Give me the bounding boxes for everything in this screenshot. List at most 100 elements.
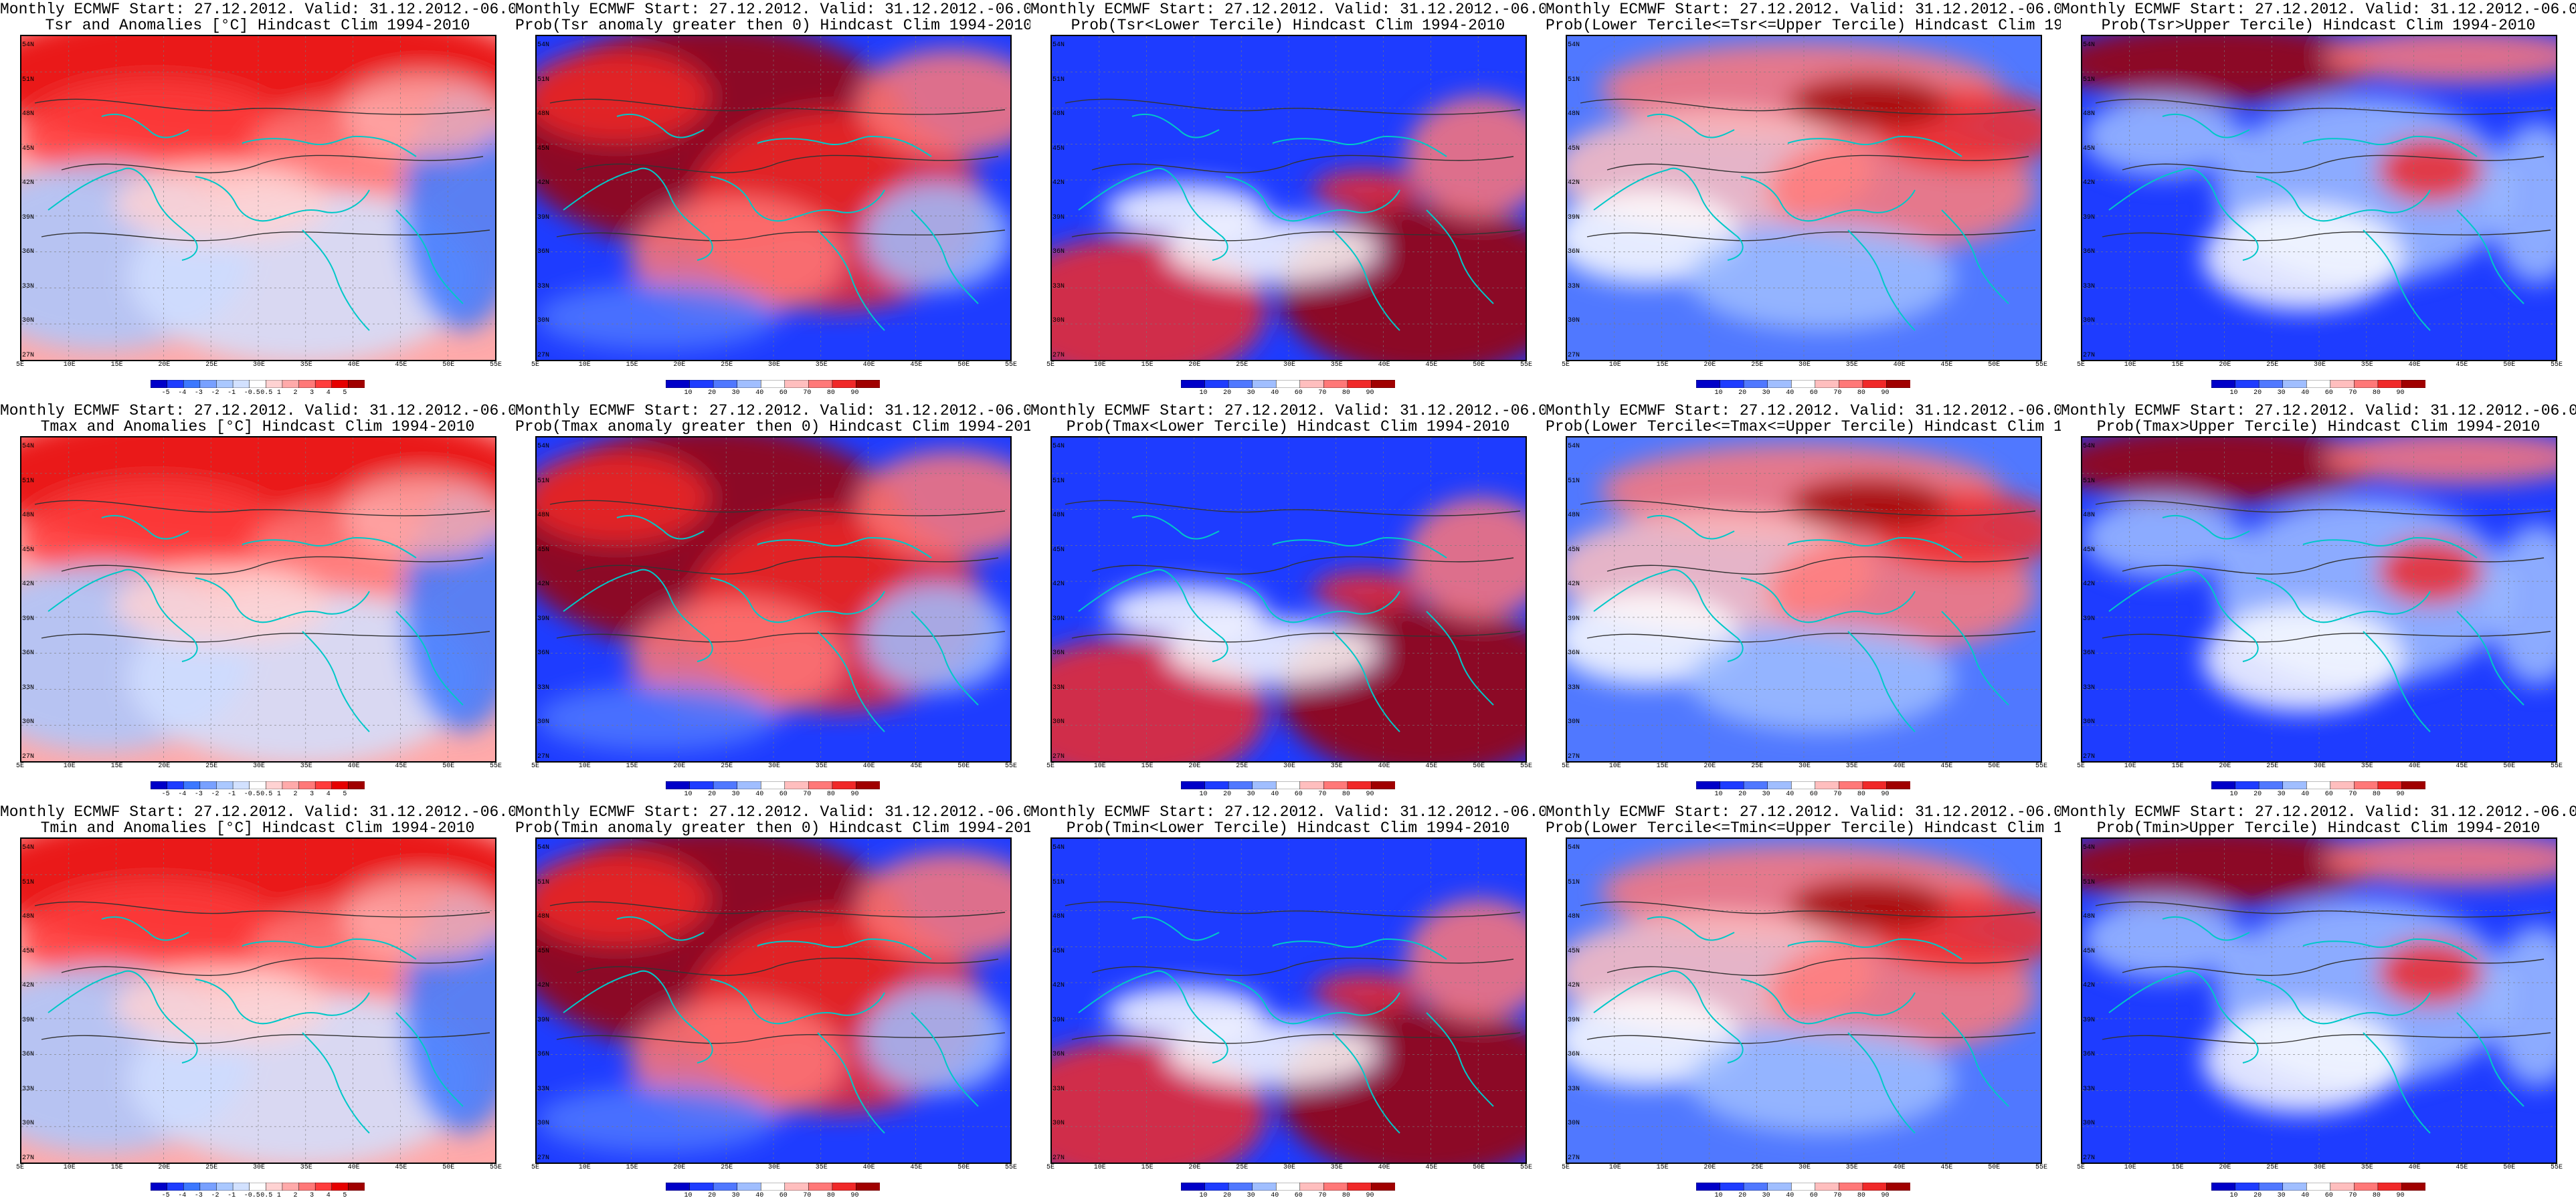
lon-tick-label: 25E xyxy=(205,1164,218,1171)
lat-tick-label: 42N xyxy=(2083,581,2096,589)
colorbar-swatch xyxy=(199,1182,217,1191)
colorbar-label: 30 xyxy=(1247,1192,1255,1199)
colorbar-swatch xyxy=(331,379,349,389)
lat-tick-label: 48N xyxy=(537,913,550,921)
colorbar-label: 20 xyxy=(708,791,717,798)
colorbar-label: 60 xyxy=(1809,389,1818,397)
panel-title-line2: Prob(Tmin>Upper Tercile) Hindcast Clim 1… xyxy=(2096,820,2541,836)
lon-tick-label: 15E xyxy=(110,1164,123,1171)
lon-tick-label: 50E xyxy=(1473,763,1485,770)
colorbar-label: 90 xyxy=(850,389,859,397)
panel-title-line2: Prob(Tmin<Lower Tercile) Hindcast Clim 1… xyxy=(1066,820,1510,836)
coastline xyxy=(1078,916,1494,1134)
lon-tick-label: 25E xyxy=(1236,361,1249,369)
lat-tick-label: 51N xyxy=(1052,76,1065,84)
lat-tick-label: 39N xyxy=(22,1016,35,1024)
colorbar-swatch xyxy=(760,379,786,389)
panel-title-line1: Monthly ECMWF Start: 27.12.2012. Valid: … xyxy=(1030,804,1546,820)
lon-tick-label: 10E xyxy=(2124,763,2136,770)
colorbar-swatch xyxy=(2401,379,2426,389)
colorbar-label: -2 xyxy=(211,1192,219,1199)
colorbar-swatch xyxy=(1790,379,1816,389)
colorbar-label: 30 xyxy=(731,1192,740,1199)
lon-tick-label: 50E xyxy=(957,763,970,770)
colorbar-swatch xyxy=(2354,379,2379,389)
lon-tick-label: 55E xyxy=(2551,1164,2563,1171)
lon-tick-label: 35E xyxy=(2361,361,2373,369)
colorbar-label: 0.5 xyxy=(260,389,273,397)
lat-tick-label: 27N xyxy=(22,1155,35,1162)
colorbar-swatch xyxy=(1180,781,1206,790)
colorbar-label: 90 xyxy=(1881,389,1890,397)
lat-tick-label: 33N xyxy=(22,1085,35,1093)
lat-tick-label: 48N xyxy=(537,110,550,118)
colorbar-label: 90 xyxy=(1366,791,1374,798)
panel-title-line2: Prob(Tsr>Upper Tercile) Hindcast Clim 19… xyxy=(2101,17,2536,33)
lon-tick-label: 25E xyxy=(2266,763,2279,770)
coastline xyxy=(1593,916,2009,1134)
lon-tick-label: 55E xyxy=(1005,1164,1018,1171)
colorbar xyxy=(2211,781,2426,790)
lat-tick-label: 42N xyxy=(1568,982,1580,990)
colorbar-label: 40 xyxy=(1271,1192,1279,1199)
colorbar-label: -0.5 xyxy=(244,791,260,798)
colorbar-label: 40 xyxy=(1786,1192,1795,1199)
colorbar-swatch xyxy=(1204,379,1229,389)
map-field xyxy=(537,839,1010,1163)
colorbar-swatch xyxy=(167,379,184,389)
colorbar-swatch xyxy=(1767,379,1792,389)
map-panel: Monthly ECMWF Start: 27.12.2012. Valid: … xyxy=(2061,401,2576,803)
map-frame: 54N 51N 48N 45N 42N 39N 36N 33N 30N 27N xyxy=(2081,436,2557,763)
map-frame: 54N 51N 48N 45N 42N 39N 36N 33N 30N 27N xyxy=(535,837,1012,1164)
coastline xyxy=(48,916,464,1134)
lon-tick-label: 50E xyxy=(2503,361,2516,369)
colorbar-label: 70 xyxy=(2349,791,2357,798)
colorbar-swatch xyxy=(1204,781,1229,790)
lon-tick-label: 55E xyxy=(1520,361,1533,369)
colorbar-swatch xyxy=(199,379,217,389)
lon-tick-label: 5E xyxy=(16,763,25,770)
lon-tick-label: 5E xyxy=(1562,763,1570,770)
colorbar-label: -2 xyxy=(211,791,219,798)
colorbar-label: 4 xyxy=(326,791,331,798)
lon-tick-label: 30E xyxy=(768,361,781,369)
lon-tick-label: 40E xyxy=(1378,763,1390,770)
lon-tick-label: 20E xyxy=(673,361,686,369)
lat-tick-label: 33N xyxy=(2083,282,2096,290)
colorbar-swatch xyxy=(2330,781,2355,790)
colorbar-label: 60 xyxy=(1294,791,1303,798)
colorbar-swatch xyxy=(2401,1182,2426,1191)
colorbar-swatch xyxy=(1695,1182,1721,1191)
lon-tick-label: 25E xyxy=(721,361,733,369)
colorbar-label: 70 xyxy=(803,791,812,798)
colorbar-swatch xyxy=(1180,379,1206,389)
colorbar-swatch xyxy=(298,781,316,790)
lat-tick-label: 33N xyxy=(1052,684,1065,692)
colorbar-swatch xyxy=(1275,781,1301,790)
colorbar-swatch xyxy=(1886,781,1911,790)
colorbar-label: 20 xyxy=(1223,389,1232,397)
map-panel: Monthly ECMWF Start: 27.12.2012. Valid: … xyxy=(515,401,1030,803)
lon-tick-label: 30E xyxy=(253,361,266,369)
colorbar-label: -4 xyxy=(178,1192,187,1199)
lon-tick-label: 45E xyxy=(2456,763,2468,770)
lon-tick-label: 20E xyxy=(158,361,171,369)
lon-tick-label: 40E xyxy=(862,361,875,369)
panel-title-line1: Monthly ECMWF Start: 27.12.2012. Valid: … xyxy=(1546,804,2061,820)
lon-tick-label: 45E xyxy=(2456,1164,2468,1171)
lon-tick-label: 30E xyxy=(1283,763,1296,770)
colorbar-swatch xyxy=(737,781,761,790)
lon-tick-label: 15E xyxy=(110,361,123,369)
colorbar-label: 20 xyxy=(1223,791,1232,798)
coastline xyxy=(48,514,464,732)
colorbar-label: 70 xyxy=(2349,389,2357,397)
lat-tick-label: 33N xyxy=(537,282,550,290)
lon-tick-label: 35E xyxy=(1845,1164,1858,1171)
colorbar xyxy=(665,379,881,389)
colorbar-swatch xyxy=(314,781,333,790)
panel-title-line1: Monthly ECMWF Start: 27.12.2012. Valid: … xyxy=(0,403,515,419)
colorbar-label: 3 xyxy=(310,389,314,397)
lon-tick-label: 40E xyxy=(347,763,360,770)
colorbar-swatch xyxy=(183,379,201,389)
lon-tick-label: 40E xyxy=(347,361,360,369)
